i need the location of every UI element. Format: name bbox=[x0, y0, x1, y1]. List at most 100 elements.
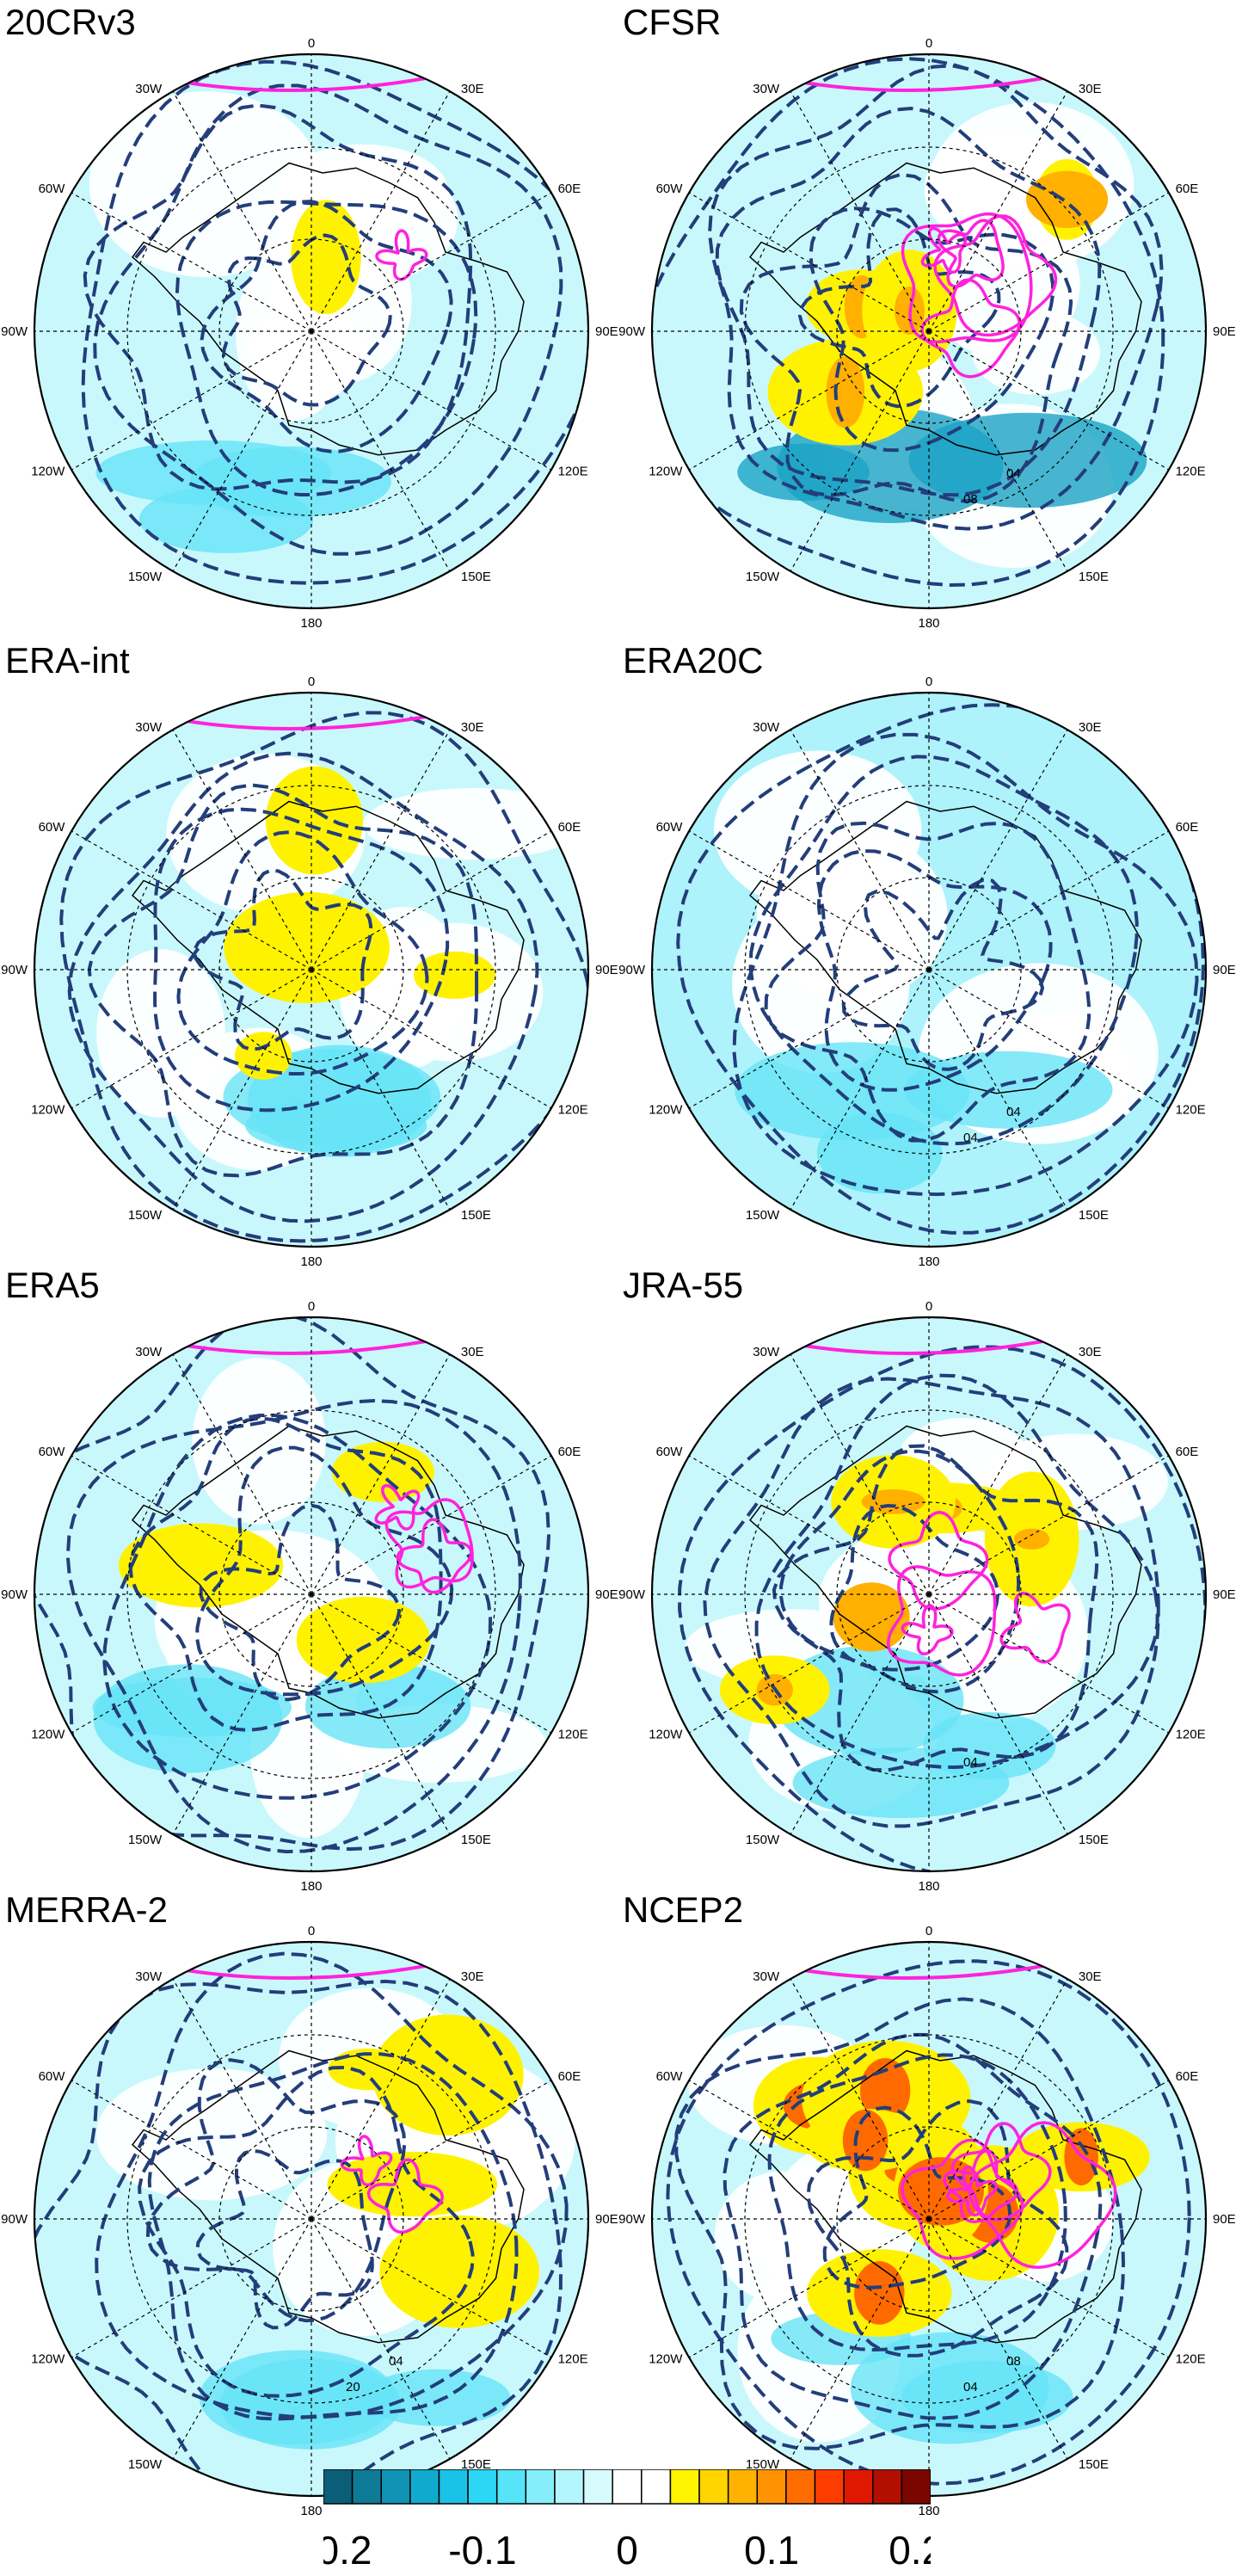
meridian-line bbox=[790, 330, 930, 572]
longitude-label: 60E bbox=[558, 182, 581, 196]
map-border bbox=[33, 52, 590, 610]
negative-contour bbox=[841, 878, 1045, 1071]
longitude-label: 90E bbox=[595, 963, 618, 977]
colorbar-swatch bbox=[438, 2469, 469, 2505]
meridian-line bbox=[311, 1353, 451, 1595]
positive-anomaly bbox=[265, 766, 364, 875]
meridian-line bbox=[311, 330, 552, 471]
positive-anomaly-core bbox=[1013, 1528, 1050, 1550]
antarctica-coastline bbox=[131, 2049, 525, 2344]
negative-contour bbox=[652, 57, 1165, 588]
longitude-label: 150E bbox=[1079, 1833, 1109, 1847]
meridian-line bbox=[311, 729, 451, 971]
colorbar-swatch bbox=[554, 2469, 585, 2505]
longitude-label: 150E bbox=[461, 570, 491, 584]
panel-title: JRA-55 bbox=[623, 1265, 744, 1305]
longitude-label: 30E bbox=[461, 1969, 484, 1984]
longitude-label: 60E bbox=[558, 1445, 581, 1459]
polar-map: 0 180 90W 90E 30W 30E 60W 60E 120W 120E 150W 150E 04 bbox=[618, 1299, 1236, 1894]
meridian-line bbox=[311, 2218, 451, 2460]
meridian-line bbox=[790, 90, 930, 332]
colorbar: -0.2 -0.1 0 0.1 0.2 bbox=[323, 2469, 931, 2571]
longitude-label: 150W bbox=[746, 570, 780, 584]
longitude-label: 180 bbox=[300, 616, 322, 631]
negative-contour bbox=[764, 821, 1091, 1143]
longitude-label: 60W bbox=[39, 1445, 66, 1459]
longitude-label: 150E bbox=[1079, 570, 1109, 584]
longitude-label: 0 bbox=[308, 1924, 315, 1938]
longitude-label: 180 bbox=[300, 1254, 322, 1269]
meridian-line bbox=[928, 830, 1170, 971]
longitude-label: 150W bbox=[128, 2457, 163, 2472]
longitude-label: 120W bbox=[649, 464, 683, 478]
negative-contour bbox=[707, 64, 1164, 531]
positive-anomaly bbox=[379, 2215, 540, 2328]
longitude-label: 150W bbox=[746, 1208, 780, 1223]
meridian-line bbox=[928, 2080, 1170, 2220]
colorbar-swatch bbox=[756, 2469, 787, 2505]
longitude-label: 150W bbox=[128, 1833, 163, 1847]
longitude-label: 90W bbox=[618, 1587, 646, 1602]
longitude-label: 0 bbox=[925, 1924, 932, 1938]
meridian-line bbox=[172, 969, 312, 1211]
longitude-label: 90E bbox=[1213, 324, 1236, 339]
positive-contour bbox=[901, 2138, 1024, 2260]
longitude-label: 90W bbox=[618, 2212, 646, 2227]
negative-contour bbox=[199, 1503, 402, 1702]
latitude-circle bbox=[744, 2034, 1114, 2404]
meridian-line bbox=[928, 969, 1170, 1109]
longitude-label: 90E bbox=[595, 2212, 618, 2227]
longitude-label: 60W bbox=[656, 820, 684, 835]
meridian-line bbox=[688, 192, 930, 332]
polar-map: 0 180 90W 90E 30W 30E 60W 60E 120W 120E 150W 150E 08… bbox=[618, 36, 1236, 631]
colorbar-swatch bbox=[495, 2469, 527, 2505]
colorbar-swatch bbox=[814, 2469, 845, 2505]
meridian-line bbox=[311, 830, 552, 971]
panel-title: CFSR bbox=[623, 2, 722, 42]
latitude-circle bbox=[744, 785, 1114, 1155]
meridian-line bbox=[790, 1978, 930, 2220]
negative-contour bbox=[87, 783, 479, 1178]
longitude-label: 90E bbox=[595, 1587, 618, 1602]
negative-contour bbox=[772, 1444, 1099, 1772]
longitude-label: 120E bbox=[1176, 464, 1206, 478]
colorbar-swatch bbox=[872, 2469, 903, 2505]
colorbar-swatch bbox=[641, 2469, 672, 2505]
longitude-label: 120E bbox=[558, 464, 588, 478]
positive-contour bbox=[946, 2165, 999, 2217]
meridian-line bbox=[172, 2218, 312, 2460]
polar-map: 0 180 90W 90E 30W 30E 60W 60E 120W 120E 150W 150E bbox=[1, 675, 618, 1269]
antarctica-coastline bbox=[748, 162, 1142, 456]
neutral-region bbox=[925, 212, 1080, 358]
negative-anomaly bbox=[93, 1664, 283, 1773]
polar-map: 0 180 90W 90E 30W 30E 60W 60E 120W 120E 150W 150E 04… bbox=[618, 675, 1236, 1269]
panel-title: MERRA-2 bbox=[5, 1889, 169, 1930]
longitude-label: 90W bbox=[618, 963, 646, 977]
map-border bbox=[33, 1940, 590, 2498]
positive-anomaly-core bbox=[826, 355, 865, 428]
colorbar-swatch bbox=[669, 2469, 700, 2505]
longitude-label: 0 bbox=[925, 36, 932, 51]
latitude-circle bbox=[744, 146, 1114, 516]
negative-contour bbox=[200, 200, 453, 453]
negative-contour bbox=[221, 233, 392, 407]
positive-contour bbox=[886, 1565, 997, 1677]
colorbar-swatch bbox=[525, 2469, 556, 2505]
positive-anomaly bbox=[331, 1441, 434, 1502]
meridian-line bbox=[688, 830, 930, 971]
neutral-region bbox=[96, 2068, 328, 2201]
longitude-label: 180 bbox=[300, 2504, 322, 2518]
map-border bbox=[650, 691, 1208, 1248]
positive-anomaly bbox=[296, 1596, 431, 1684]
meridian-line bbox=[928, 1978, 1068, 2220]
negative-anomaly bbox=[908, 412, 1147, 508]
colorbar-swatch bbox=[380, 2469, 411, 2505]
negative-anomaly bbox=[245, 1099, 427, 1153]
longitude-label: 0 bbox=[925, 1299, 932, 1314]
negative-contour bbox=[809, 206, 1055, 453]
longitude-label: 120E bbox=[1176, 2351, 1206, 2366]
latitude-circle bbox=[126, 785, 496, 1155]
negative-contour bbox=[674, 1997, 1126, 2450]
meridian-line bbox=[311, 1978, 451, 2220]
meridian-line bbox=[928, 90, 1068, 332]
